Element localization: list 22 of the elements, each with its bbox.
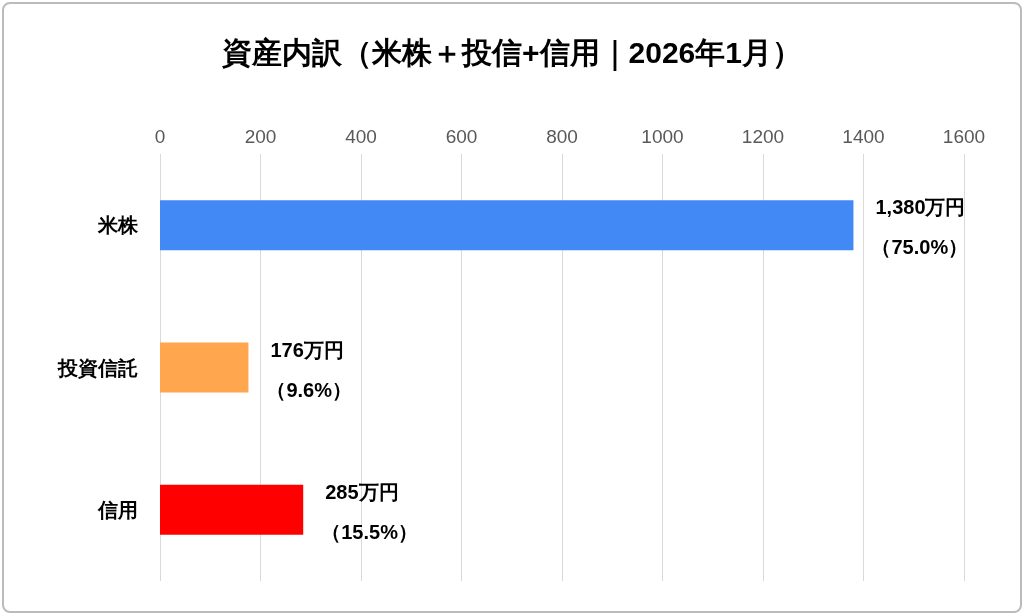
annotation: （75.0%） — [871, 236, 969, 259]
data-label: 285万円 — [325, 480, 399, 503]
x-tick-label: 600 — [445, 126, 478, 147]
annotation: （9.6%） — [266, 378, 353, 401]
bar — [160, 200, 854, 251]
x-tick-label: 0 — [154, 126, 166, 147]
y-tick-label: 米株 — [97, 214, 139, 237]
x-tick-label: 1400 — [842, 126, 885, 147]
x-tick-label: 800 — [546, 126, 578, 147]
x-tick-label: 1000 — [641, 126, 684, 147]
annotation: （15.5%） — [321, 520, 418, 543]
bar — [160, 484, 304, 535]
data-label: 176万円 — [270, 338, 344, 361]
bar — [160, 342, 249, 393]
x-tick-label: 200 — [244, 126, 277, 147]
x-tick-label: 1600 — [942, 126, 986, 147]
y-tick-label: 投資信託 — [57, 356, 138, 379]
y-tick-label: 信用 — [97, 498, 138, 521]
x-tick-label: 1200 — [741, 126, 785, 147]
data-label: 1,380万円 — [875, 196, 966, 219]
chart-title: 資産内訳（米株＋投信+信用｜2026年1月） — [221, 35, 802, 72]
x-tick-label: 400 — [345, 126, 377, 147]
